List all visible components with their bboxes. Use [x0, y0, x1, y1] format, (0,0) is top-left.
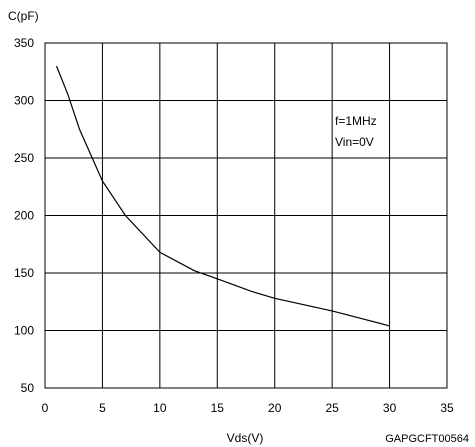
y-tick-label: 50 — [21, 381, 35, 395]
x-axis-label: Vds(V) — [227, 431, 264, 445]
x-tick-label: 5 — [99, 401, 106, 415]
y-tick-label: 150 — [14, 266, 34, 280]
x-tick-labels: 0 5 10 15 20 25 30 35 — [42, 401, 454, 415]
x-tick-label: 20 — [268, 401, 282, 415]
annotation-vin: Vin=0V — [335, 135, 374, 149]
y-tick-label: 200 — [14, 209, 34, 223]
y-tick-label: 100 — [14, 324, 34, 338]
x-tick-label: 0 — [42, 401, 49, 415]
y-tick-labels: 50 100 150 200 250 300 350 — [14, 36, 34, 395]
y-axis-label: C(pF) — [8, 9, 39, 23]
figure-code: GAPGCFT00564 — [385, 433, 469, 445]
x-tick-label: 30 — [383, 401, 397, 415]
x-tick-label: 25 — [325, 401, 339, 415]
x-tick-label: 10 — [153, 401, 167, 415]
y-tick-label: 300 — [14, 94, 34, 108]
annotation-frequency: f=1MHz — [335, 114, 377, 128]
x-tick-label: 15 — [211, 401, 225, 415]
grid — [45, 43, 447, 388]
capacitance-curve — [55, 65, 390, 327]
y-tick-label: 250 — [14, 151, 34, 165]
plot-frame — [44, 42, 448, 389]
y-tick-label: 350 — [14, 36, 34, 50]
x-tick-label: 35 — [440, 401, 454, 415]
